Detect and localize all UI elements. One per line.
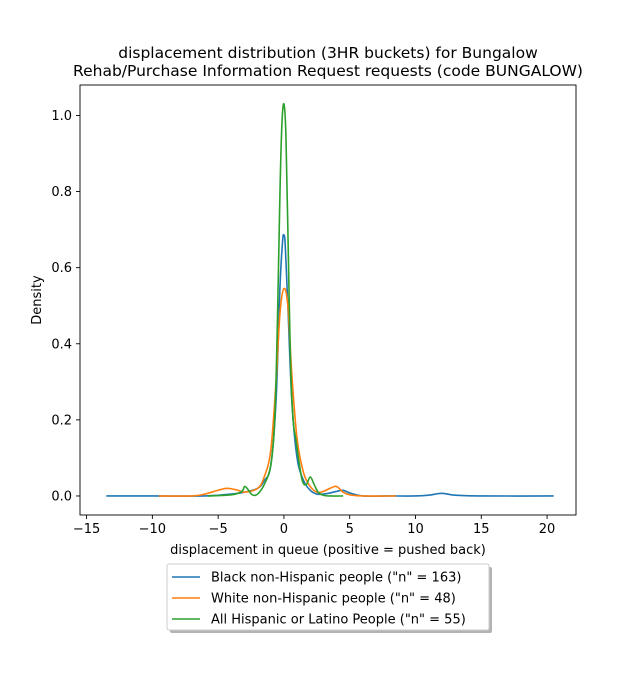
chart-title-line2: Rehab/Purchase Information Request reque… (73, 62, 583, 80)
x-axis-ticks: −15 −10 −5 0 5 10 15 20 (73, 515, 555, 537)
x-tick-label: 5 (346, 522, 354, 537)
y-tick-label: 0.0 (51, 489, 72, 504)
y-axis-label: Density (30, 275, 45, 325)
legend-label-3: All Hispanic or Latino People ("n" = 55) (211, 613, 466, 628)
x-tick-label: 20 (539, 522, 556, 537)
y-tick-label: 0.4 (51, 337, 72, 352)
legend: Black non-Hispanic people ("n" = 163) Whi… (166, 563, 492, 633)
x-tick-label: −5 (209, 522, 228, 537)
x-tick-label: −10 (139, 522, 166, 537)
series-line-2 (158, 287, 396, 497)
series-line-1 (106, 233, 554, 497)
x-tick-label: 0 (280, 522, 288, 537)
plot-frame (79, 84, 577, 516)
y-tick-label: 0.6 (51, 261, 72, 276)
series-line-3 (207, 102, 344, 497)
chart-title-line1: displacement distribution (3HR buckets) … (118, 44, 538, 62)
y-tick-label: 1.0 (51, 109, 72, 124)
legend-label-2: White non-Hispanic people ("n" = 48) (211, 592, 456, 607)
legend-label-1: Black non-Hispanic people ("n" = 163) (211, 571, 461, 586)
legend-box (166, 563, 490, 631)
y-tick-label: 0.8 (51, 185, 72, 200)
x-axis-label: displacement in queue (positive = pushed… (170, 543, 486, 558)
x-tick-label: 15 (473, 522, 490, 537)
y-axis-ticks: 0.0 0.2 0.4 0.6 0.8 1.0 (51, 109, 80, 504)
y-tick-label: 0.2 (51, 413, 72, 428)
series-lines (106, 102, 554, 497)
x-tick-label: 10 (407, 522, 424, 537)
x-tick-label: −15 (73, 522, 100, 537)
